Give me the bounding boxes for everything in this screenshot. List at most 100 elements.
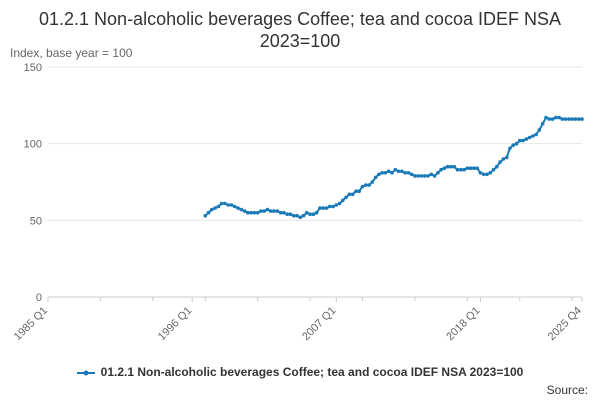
data-point — [213, 206, 217, 210]
data-point — [324, 206, 329, 210]
data-point — [331, 204, 335, 209]
data-point — [380, 171, 385, 175]
data-point — [413, 174, 417, 178]
data-point — [229, 203, 234, 207]
data-point — [259, 209, 263, 213]
data-point — [403, 171, 407, 175]
y-tick-label: 50 — [30, 215, 42, 227]
x-tick-label: 1985 Q1 — [12, 305, 50, 343]
data-point — [285, 212, 290, 216]
data-point — [347, 192, 352, 197]
x-tick-label: 2007 Q1 — [300, 305, 338, 343]
data-point — [472, 166, 476, 170]
data-point — [432, 174, 437, 178]
data-point — [308, 212, 312, 216]
data-point — [426, 174, 430, 178]
data-point — [396, 169, 401, 174]
data-point — [239, 207, 244, 212]
data-point — [265, 207, 270, 212]
data-point — [226, 203, 230, 207]
data-point — [540, 121, 545, 126]
data-point — [570, 117, 574, 121]
data-point — [390, 171, 394, 175]
data-point — [452, 164, 457, 169]
data-point — [386, 169, 391, 174]
data-point — [501, 157, 506, 161]
data-point — [255, 210, 260, 215]
data-point — [203, 213, 208, 218]
data-point — [295, 213, 299, 218]
data-point — [524, 137, 529, 141]
data-point — [305, 210, 309, 215]
data-point — [576, 117, 581, 121]
data-point — [400, 169, 404, 174]
data-point — [563, 117, 568, 121]
data-point — [210, 207, 214, 212]
data-point — [327, 204, 332, 209]
data-point — [547, 117, 551, 121]
x-tick-label: 2025 Q4 — [546, 305, 584, 343]
data-point — [334, 203, 339, 207]
y-tick-label: 150 — [24, 62, 42, 74]
data-point — [406, 171, 411, 175]
data-point — [409, 172, 414, 177]
data-point — [278, 210, 283, 215]
data-point — [560, 117, 565, 121]
chart-title: 01.2.1 Non-alcoholic beverages Coffee; t… — [39, 9, 561, 51]
data-point — [527, 135, 532, 140]
y-tick-label: 0 — [36, 292, 42, 304]
data-point — [291, 213, 296, 218]
data-point — [282, 210, 286, 215]
series-line — [204, 116, 582, 219]
data-point — [445, 164, 450, 169]
data-point — [232, 204, 237, 209]
data-point — [580, 117, 584, 121]
data-point — [223, 201, 227, 206]
data-point — [514, 141, 519, 146]
data-point — [364, 183, 368, 187]
data-point — [341, 198, 345, 203]
data-point — [288, 212, 293, 216]
data-point — [377, 172, 381, 177]
data-point — [344, 195, 348, 200]
data-point — [557, 115, 561, 120]
data-point — [518, 138, 522, 143]
data-point — [475, 166, 480, 170]
data-point — [242, 209, 247, 213]
data-point — [462, 167, 466, 172]
data-point — [350, 192, 355, 197]
data-point — [531, 134, 535, 138]
data-point — [465, 166, 470, 170]
data-point — [537, 128, 542, 132]
data-point — [573, 117, 578, 121]
data-point — [357, 189, 362, 193]
data-point — [373, 175, 378, 180]
data-point — [534, 132, 538, 137]
data-point — [521, 138, 525, 143]
data-point — [504, 155, 509, 160]
data-point — [236, 206, 240, 210]
data-point — [272, 209, 276, 213]
data-point — [488, 171, 493, 175]
data-point — [481, 172, 486, 177]
data-point — [298, 215, 303, 220]
data-point — [455, 167, 460, 172]
data-point — [219, 201, 224, 206]
data-point — [370, 180, 375, 184]
data-point — [367, 183, 371, 187]
data-point — [550, 117, 555, 121]
data-point — [495, 164, 499, 169]
data-point — [354, 189, 358, 193]
x-tick-label: 1996 Q1 — [156, 305, 194, 343]
data-point — [301, 213, 306, 218]
data-point — [311, 212, 316, 216]
legend-swatch — [76, 370, 95, 376]
data-point — [318, 206, 322, 210]
y-axis-label: Index, base year = 100 — [10, 46, 133, 60]
data-point — [449, 164, 453, 169]
data-point — [508, 146, 512, 151]
legend[interactable]: 01.2.1 Non-alcoholic beverages Coffee; t… — [0, 365, 600, 379]
data-point — [468, 166, 473, 170]
data-point — [429, 172, 434, 177]
